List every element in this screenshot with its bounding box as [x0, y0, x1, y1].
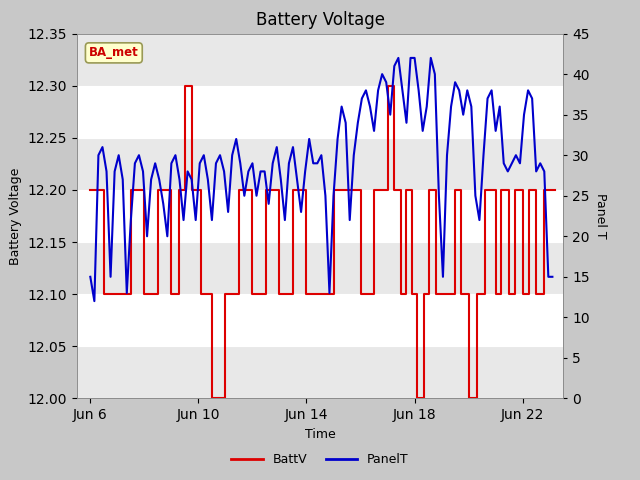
Text: BA_met: BA_met [89, 47, 139, 60]
Bar [77, 294, 563, 346]
X-axis label: Time: Time [305, 428, 335, 441]
Title: Battery Voltage: Battery Voltage [255, 11, 385, 29]
Bar [77, 34, 563, 86]
Y-axis label: Battery Voltage: Battery Voltage [9, 168, 22, 264]
Bar [77, 86, 563, 138]
Bar [77, 346, 563, 398]
Bar [77, 190, 563, 242]
Bar [77, 242, 563, 294]
Bar [77, 138, 563, 190]
Legend: BattV, PanelT: BattV, PanelT [227, 448, 413, 471]
Y-axis label: Panel T: Panel T [593, 193, 607, 239]
